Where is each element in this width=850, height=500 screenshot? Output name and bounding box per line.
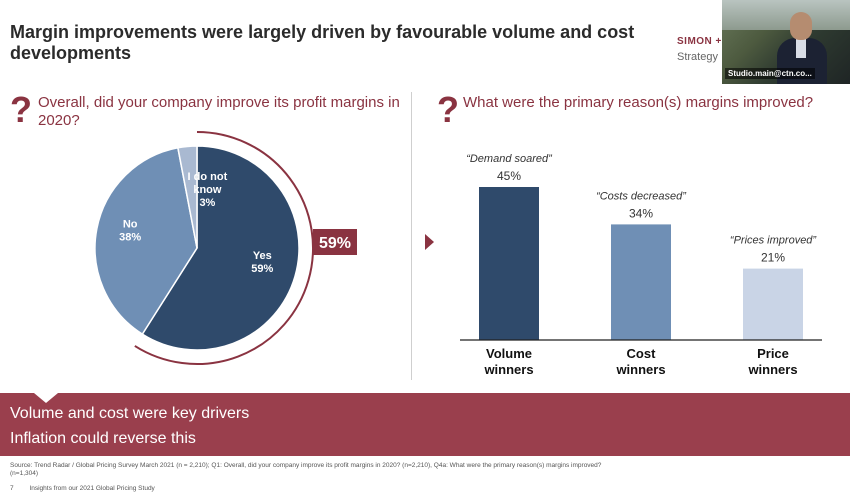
banner-line-1: Volume and cost were key drivers — [10, 405, 250, 422]
source-note: Source: Trend Radar / Global Pricing Sur… — [10, 462, 602, 477]
bar-quote-label: “Demand soared” — [466, 153, 553, 165]
bar-value-label: 21% — [761, 251, 785, 265]
pie-slice-label: know — [193, 184, 222, 196]
bar-chart: 45%“Demand soared”Volumewinners34%“Costs… — [460, 153, 822, 377]
bar-value-label: 45% — [497, 169, 521, 183]
callout-arc — [134, 131, 314, 365]
pie-slice-value: 3% — [199, 197, 215, 209]
brand-logo: SIMON + — [677, 36, 722, 47]
footer: 7 Insights from our 2021 Global Pricing … — [10, 485, 155, 492]
bar-quote-label: “Costs decreased” — [596, 190, 687, 202]
page-number: 7 — [10, 485, 14, 492]
bar-quote-label: “Prices improved” — [730, 235, 818, 247]
chevron-right-icon — [425, 234, 434, 250]
bar-category-label: winners — [483, 362, 533, 377]
pie-slice-value: 59% — [251, 263, 273, 275]
bar-category-label: winners — [747, 362, 797, 377]
pie-slice-label: No — [123, 218, 138, 230]
bar — [743, 268, 803, 340]
left-question: Overall, did your company improve its pr… — [38, 94, 400, 129]
callout-value: 59% — [319, 235, 351, 252]
pie-slice — [141, 145, 300, 351]
question-mark-icon: ? — [437, 89, 459, 130]
pie-slice — [94, 146, 198, 336]
pie-slice-value: 38% — [119, 231, 141, 243]
summary-banner — [0, 393, 850, 456]
presenter-head — [790, 12, 812, 40]
presenter-shirt — [796, 38, 806, 58]
page-title: Margin improvements were largely driven … — [10, 22, 635, 63]
pie-slice-label: Yes — [253, 250, 272, 262]
bar — [479, 187, 539, 340]
banner-line-2: Inflation could reverse this — [10, 430, 196, 447]
video-background — [722, 0, 850, 30]
panel-divider — [411, 92, 412, 380]
video-participant-label: Studio.main@ctn.co... — [725, 68, 815, 79]
bar-category-label: winners — [615, 362, 665, 377]
question-mark-icon: ? — [10, 89, 32, 130]
bar-category-label: Volume — [486, 346, 532, 361]
right-question: What were the primary reason(s) margins … — [463, 94, 814, 111]
bar — [611, 224, 671, 340]
pie-slice-label: I do not — [188, 171, 228, 183]
brand-subtitle: Strategy — [677, 51, 718, 63]
bar-category-label: Price — [757, 346, 789, 361]
footer-text: Insights from our 2021 Global Pricing St… — [29, 485, 155, 492]
bar-value-label: 34% — [629, 206, 653, 220]
pie-slice — [177, 145, 198, 249]
bar-category-label: Cost — [627, 346, 657, 361]
callout-box — [313, 229, 357, 255]
banner-notch — [34, 393, 58, 403]
